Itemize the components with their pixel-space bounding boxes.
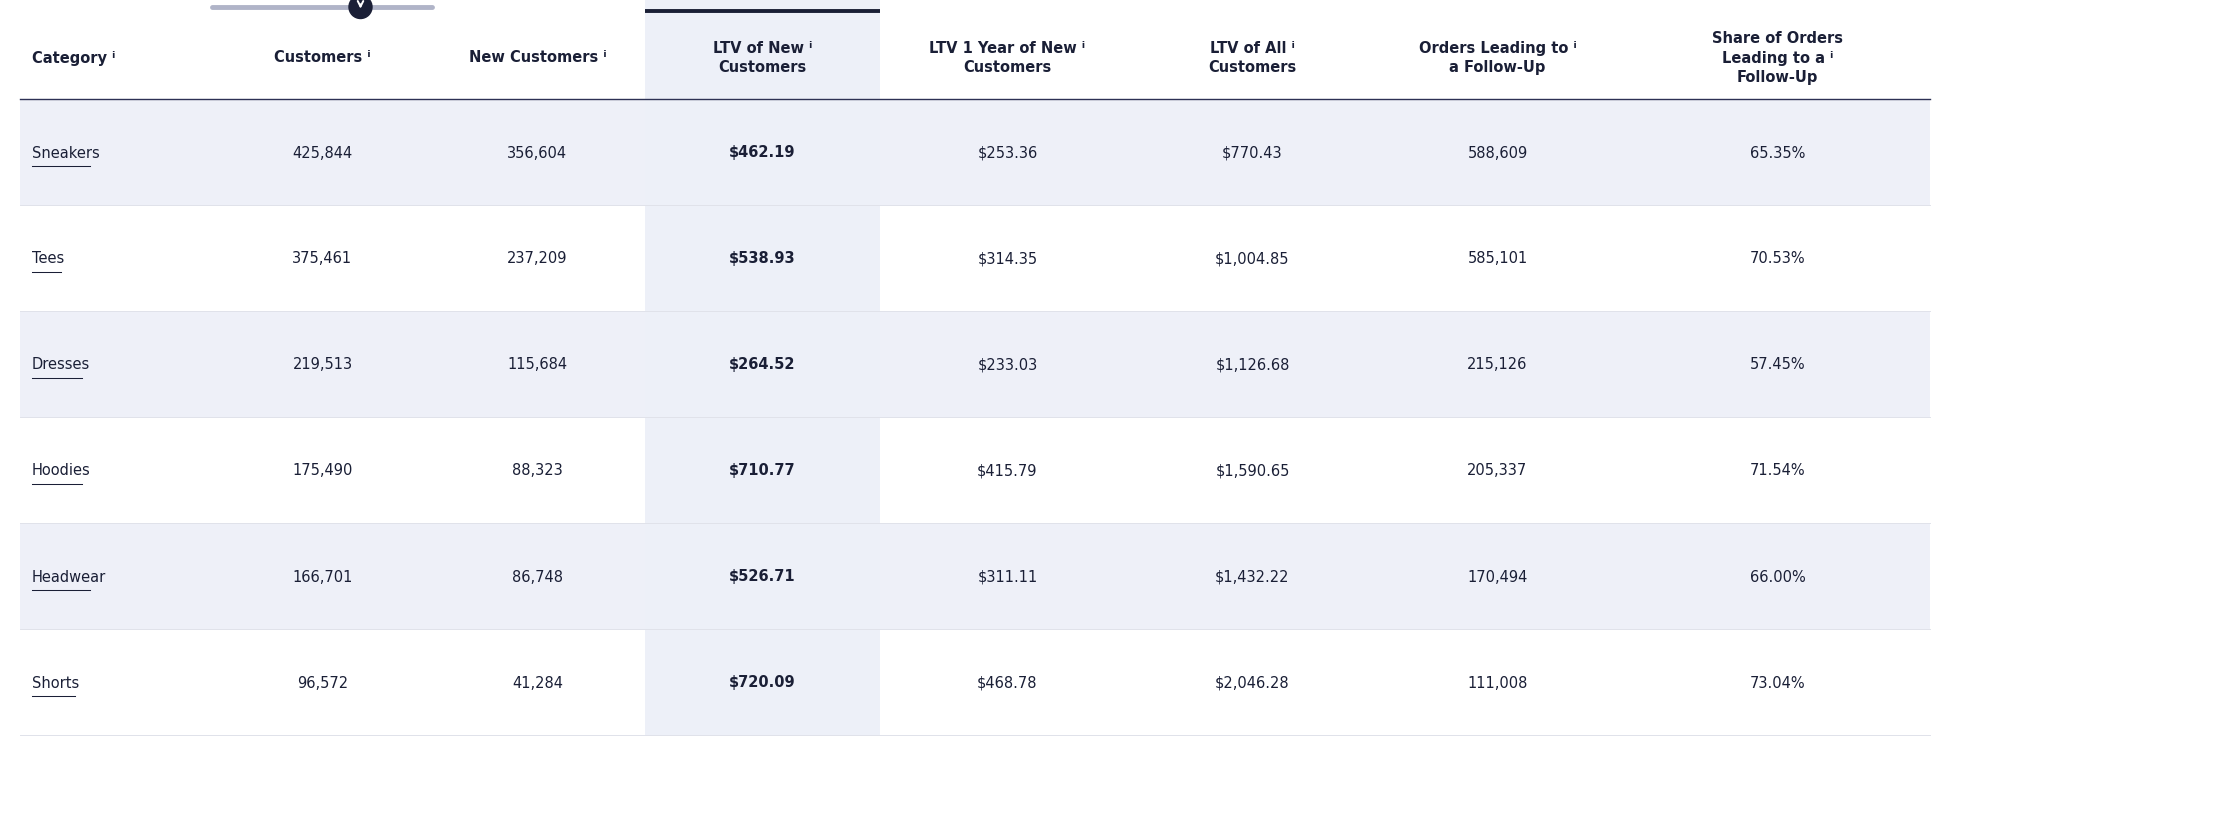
Text: 585,101: 585,101 — [1466, 251, 1527, 266]
Text: 73.04%: 73.04% — [1750, 675, 1806, 690]
Bar — [1370, 312, 1625, 418]
Text: $526.71: $526.71 — [730, 569, 797, 584]
Bar — [1136, 523, 1370, 629]
Text: New Customers ⁱ: New Customers ⁱ — [469, 50, 607, 65]
Text: Hoodies: Hoodies — [31, 463, 92, 478]
Text: 219,513: 219,513 — [292, 357, 353, 372]
Text: $314.35: $314.35 — [978, 251, 1038, 266]
Bar — [645, 0, 879, 735]
Text: 166,701: 166,701 — [292, 569, 353, 584]
Bar — [214, 523, 431, 629]
Text: Sneakers: Sneakers — [31, 146, 100, 160]
Text: $1,590.65: $1,590.65 — [1214, 463, 1290, 478]
Bar — [20, 100, 214, 206]
Bar — [1625, 100, 1931, 206]
Bar — [1370, 100, 1625, 206]
Bar — [20, 312, 214, 418]
Bar — [431, 312, 645, 418]
Text: $1,432.22: $1,432.22 — [1214, 569, 1290, 584]
Bar — [1625, 523, 1931, 629]
Bar — [1625, 312, 1931, 418]
Circle shape — [348, 0, 373, 20]
Text: 41,284: 41,284 — [511, 675, 562, 690]
Text: $538.93: $538.93 — [730, 251, 797, 266]
Text: 375,461: 375,461 — [292, 251, 353, 266]
Text: 115,684: 115,684 — [507, 357, 567, 372]
Text: $2,046.28: $2,046.28 — [1214, 675, 1290, 690]
Text: $253.36: $253.36 — [978, 146, 1038, 160]
Text: $1,004.85: $1,004.85 — [1214, 251, 1290, 266]
Text: $233.03: $233.03 — [978, 357, 1038, 372]
Text: 71.54%: 71.54% — [1750, 463, 1806, 478]
Text: $415.79: $415.79 — [978, 463, 1038, 478]
Text: $468.78: $468.78 — [978, 675, 1038, 690]
Text: $462.19: $462.19 — [730, 146, 797, 160]
Text: 57.45%: 57.45% — [1750, 357, 1806, 372]
Bar — [431, 100, 645, 206]
Text: $1,126.68: $1,126.68 — [1214, 357, 1290, 372]
Text: 65.35%: 65.35% — [1750, 146, 1806, 160]
Text: LTV of New ⁱ
Customers: LTV of New ⁱ Customers — [712, 41, 812, 75]
Text: 170,494: 170,494 — [1466, 569, 1527, 584]
Text: 205,337: 205,337 — [1466, 463, 1527, 478]
Text: Share of Orders
Leading to a ⁱ
Follow-Up: Share of Orders Leading to a ⁱ Follow-Up — [1712, 31, 1844, 85]
Bar — [1136, 100, 1370, 206]
Text: 237,209: 237,209 — [507, 251, 567, 266]
Text: Customers ⁱ: Customers ⁱ — [275, 50, 371, 65]
Bar — [1136, 312, 1370, 418]
Text: 66.00%: 66.00% — [1750, 569, 1806, 584]
Bar — [879, 100, 1136, 206]
Text: Dresses: Dresses — [31, 357, 89, 372]
Text: 588,609: 588,609 — [1466, 146, 1527, 160]
Text: LTV of All ⁱ
Customers: LTV of All ⁱ Customers — [1208, 41, 1297, 75]
Text: 425,844: 425,844 — [292, 146, 353, 160]
Text: Category ⁱ: Category ⁱ — [31, 50, 116, 65]
Bar — [20, 523, 214, 629]
Bar — [431, 523, 645, 629]
Text: 86,748: 86,748 — [511, 569, 562, 584]
Bar — [214, 100, 431, 206]
Text: LTV 1 Year of New ⁱ
Customers: LTV 1 Year of New ⁱ Customers — [929, 41, 1085, 75]
Bar — [879, 523, 1136, 629]
Text: $311.11: $311.11 — [978, 569, 1038, 584]
Text: $720.09: $720.09 — [730, 675, 797, 690]
Text: 88,323: 88,323 — [511, 463, 562, 478]
Text: Tees: Tees — [31, 251, 65, 266]
Text: 215,126: 215,126 — [1466, 357, 1527, 372]
Text: 111,008: 111,008 — [1466, 675, 1527, 690]
Text: 96,572: 96,572 — [297, 675, 348, 690]
Text: $770.43: $770.43 — [1223, 146, 1283, 160]
Text: Shorts: Shorts — [31, 675, 80, 690]
Text: 356,604: 356,604 — [507, 146, 567, 160]
Text: Headwear: Headwear — [31, 569, 107, 584]
Bar — [1370, 523, 1625, 629]
Text: 175,490: 175,490 — [292, 463, 353, 478]
Text: 70.53%: 70.53% — [1750, 251, 1806, 266]
Bar — [214, 312, 431, 418]
Text: Orders Leading to ⁱ
a Follow-Up: Orders Leading to ⁱ a Follow-Up — [1420, 41, 1576, 75]
Text: $710.77: $710.77 — [730, 463, 797, 478]
Text: $264.52: $264.52 — [730, 357, 797, 372]
Bar — [879, 312, 1136, 418]
